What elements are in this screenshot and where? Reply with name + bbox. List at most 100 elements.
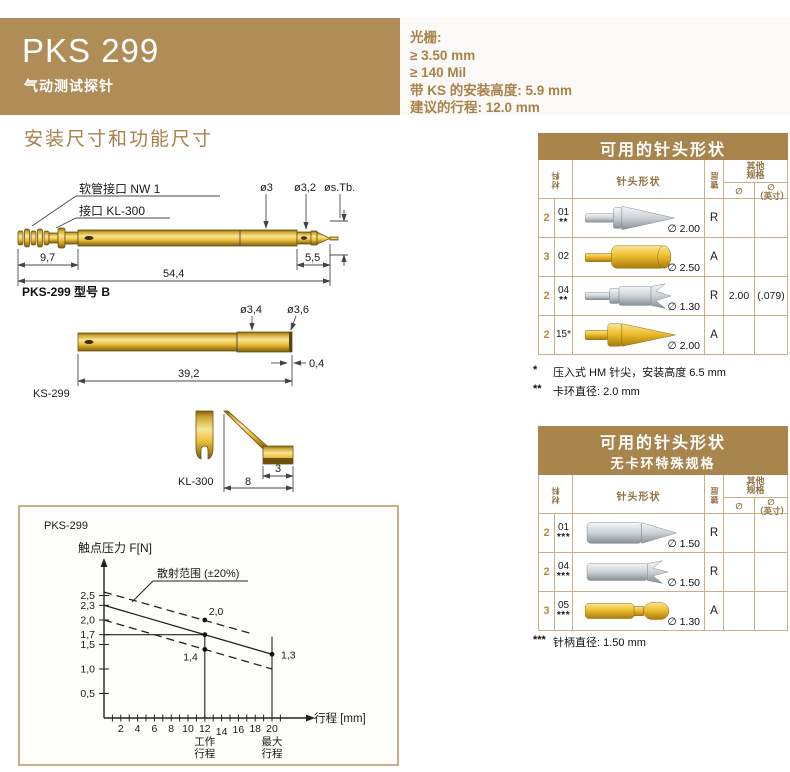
tip-diameter: ∅ 2.50 xyxy=(667,262,701,274)
header-right-background xyxy=(400,18,790,115)
svg-text:1,4: 1,4 xyxy=(183,651,198,663)
tip-row: 2 01 ** ∅ 2.00 R xyxy=(539,198,787,237)
table-1-footnotes: * 压入式 HM 针尖，安装高度 6.5 mm ** 卡环直径: 2.0 mm xyxy=(533,364,726,398)
tip-diameter: ∅ 1.50 xyxy=(667,577,701,589)
probe-dim-total: 54,4 xyxy=(163,268,184,280)
column-header-diameter-inch: ∅ （英寸） xyxy=(755,497,790,516)
ks-dia-body-label: ø3,4 xyxy=(240,304,262,316)
hose-connector-label: 软管接口 NW 1 xyxy=(79,181,161,196)
svg-text:14: 14 xyxy=(216,726,228,738)
svg-text:12: 12 xyxy=(199,723,211,735)
kl-connector-label: 接口 KL-300 xyxy=(79,203,145,218)
column-header-diameter-inch: ∅ （英寸） xyxy=(755,182,790,201)
ks-dim-length: 39,2 xyxy=(178,368,199,380)
ks-drawing: ø3,4 ø3,6 39,2 0,4 KS-299 xyxy=(33,304,324,400)
svg-text:1,3: 1,3 xyxy=(281,649,296,661)
scatter-range-label: 散射范围 (±20%) xyxy=(157,566,239,580)
chart-x-axis-title: 行程 [mm] xyxy=(314,712,366,725)
tip-row: 3 02 ∅ 2.50 A xyxy=(539,237,787,276)
column-header-shape: 针头形状 xyxy=(573,475,705,515)
probe-dia-tip-label: øs.Tb. xyxy=(324,182,355,194)
table-header-row: 材料 针头形状 镀层 其他规格 ∅ ∅ （英寸） xyxy=(539,475,790,516)
chart-title: PKS-299 xyxy=(44,520,88,532)
tip-shape-image-crown-silver-long: ∅ 1.50 xyxy=(573,553,705,591)
svg-text:1,5: 1,5 xyxy=(80,639,95,651)
tip-shape-image-plunger-gold: ∅ 1.30 xyxy=(573,592,705,630)
svg-text:2: 2 xyxy=(118,723,124,735)
spec-line: 光栅: xyxy=(410,30,442,45)
svg-text:6: 6 xyxy=(151,723,157,735)
table-title-band: 可用的针头形状 无卡环特殊规格 xyxy=(538,426,788,475)
svg-text:16: 16 xyxy=(233,724,245,736)
svg-text:0,5: 0,5 xyxy=(80,688,95,700)
tip-shape-image-crown-silver: ∅ 1.30 xyxy=(573,277,705,315)
column-header-diameter: ∅ xyxy=(724,498,755,515)
ks-dim-cap: 0,4 xyxy=(309,358,324,370)
tip-shapes-table-1: 可用的针头形状 材料 针头形状 镀层 其他规格 ∅ ∅ （英寸） 2 xyxy=(538,133,790,355)
svg-text:2,3: 2,3 xyxy=(80,600,95,612)
column-header-shape: 针头形状 xyxy=(573,160,705,200)
datasheet-page: PKS 299 气动测试探针 光栅: ≥ 3.50 mm ≥ 140 Mil 带… xyxy=(0,18,790,772)
table-title-band: 可用的针头形状 xyxy=(538,133,788,160)
svg-text:4: 4 xyxy=(135,723,141,735)
ks-dia-end-label: ø3,6 xyxy=(287,304,309,316)
tip-diameter: ∅ 2.00 xyxy=(667,223,701,235)
chart-y-axis-title: 触点压力 F[N] xyxy=(78,541,152,555)
probe-caption: PKS-299 型号 B xyxy=(22,284,110,299)
tip-shape-image-pencil-silver: ∅ 1.50 xyxy=(573,514,705,552)
svg-text:8: 8 xyxy=(168,723,174,735)
table-title: 可用的针头形状 xyxy=(599,435,726,452)
svg-text:1,0: 1,0 xyxy=(80,664,95,676)
kl-dim-total: 8 xyxy=(245,476,251,488)
tip-shape-image-cone-gold: ∅ 2.00 xyxy=(573,316,705,354)
section-title: 安装尺寸和功能尺寸 xyxy=(24,129,214,150)
table-2-footnotes: *** 针柄直径: 1.50 mm xyxy=(533,634,646,649)
table-subtitle: 无卡环特殊规格 xyxy=(610,456,716,471)
spec-line: 建议的行程: 12.0 mm xyxy=(410,100,540,115)
technical-drawings: 软管接口 NW 1 接口 KL-300 ø3 ø3,2 øs.Tb. 9,7 5… xyxy=(17,181,355,492)
tip-shape-image-cone-silver: ∅ 2.00 xyxy=(573,199,705,237)
column-header-plating: 镀层 xyxy=(709,486,719,504)
probe-dim-right: 5,5 xyxy=(305,252,320,264)
svg-text:2,5: 2,5 xyxy=(80,590,95,602)
kl-dim-strip: 3 xyxy=(275,463,281,475)
svg-text:20: 20 xyxy=(266,723,278,735)
chart-data-layer: 2 4 6 8 10 12 14 16 18 20 0,5 1,0 1,51,7 2,0 2,32,5 2,0… xyxy=(80,590,295,760)
tip-diameter: ∅ 1.50 xyxy=(667,538,701,550)
key-specs: 光栅: ≥ 3.50 mm ≥ 140 Mil 带 KS 的安装高度: 5.9 … xyxy=(410,29,572,117)
kl-caption: KL-300 xyxy=(178,476,213,488)
tip-row: 3 05 *** ∅ 1.30 A xyxy=(539,591,787,630)
svg-text:最大: 最大 xyxy=(262,735,283,748)
tip-shape-image-cylinder-gold: ∅ 2.50 xyxy=(573,238,705,276)
probe-dia-body-label: ø3 xyxy=(260,182,273,194)
tip-row: 2 15* ∅ 2.00 A xyxy=(539,315,787,354)
ks-caption: KS-299 xyxy=(33,388,70,400)
svg-text:18: 18 xyxy=(249,723,261,735)
header-block: PKS 299 气动测试探针 xyxy=(0,18,400,115)
svg-text:1,7: 1,7 xyxy=(80,629,95,641)
tip-row: 2 04 *** ∅ 1.50 R xyxy=(539,552,787,591)
spec-line: ≥ 3.50 mm xyxy=(410,47,476,63)
column-header-other-specs: 其他规格 xyxy=(746,476,765,495)
column-header-material: 材料 xyxy=(551,486,560,504)
kl-drawing: 3 8 KL-300 xyxy=(178,410,294,492)
table-title: 可用的针头形状 xyxy=(599,142,726,159)
product-title: PKS 299 xyxy=(22,32,160,69)
tip-diameter: ∅ 1.30 xyxy=(667,616,701,628)
spec-line: ≥ 140 Mil xyxy=(410,65,467,80)
column-header-material: 材料 xyxy=(551,171,560,189)
svg-text:工作: 工作 xyxy=(194,736,215,748)
probe-dim-left: 9,7 xyxy=(40,252,55,264)
svg-text:2,0: 2,0 xyxy=(80,615,95,627)
product-subtitle: 气动测试探针 xyxy=(24,78,114,94)
column-header-diameter: ∅ xyxy=(724,183,755,200)
column-header-plating: 镀层 xyxy=(709,171,719,189)
svg-text:10: 10 xyxy=(182,723,194,735)
table-header-row: 材料 针头形状 镀层 其他规格 ∅ ∅ （英寸） xyxy=(539,160,790,201)
tip-row: 2 01 *** ∅ 1.50 R xyxy=(539,513,787,552)
tip-row: 2 04 ** ∅ 1.30 R 2.00 (.079) xyxy=(539,276,787,315)
tip-diameter: ∅ 1.30 xyxy=(667,301,701,313)
probe-drawing: 软管接口 NW 1 接口 KL-300 ø3 ø3,2 øs.Tb. 9,7 5… xyxy=(17,181,355,299)
